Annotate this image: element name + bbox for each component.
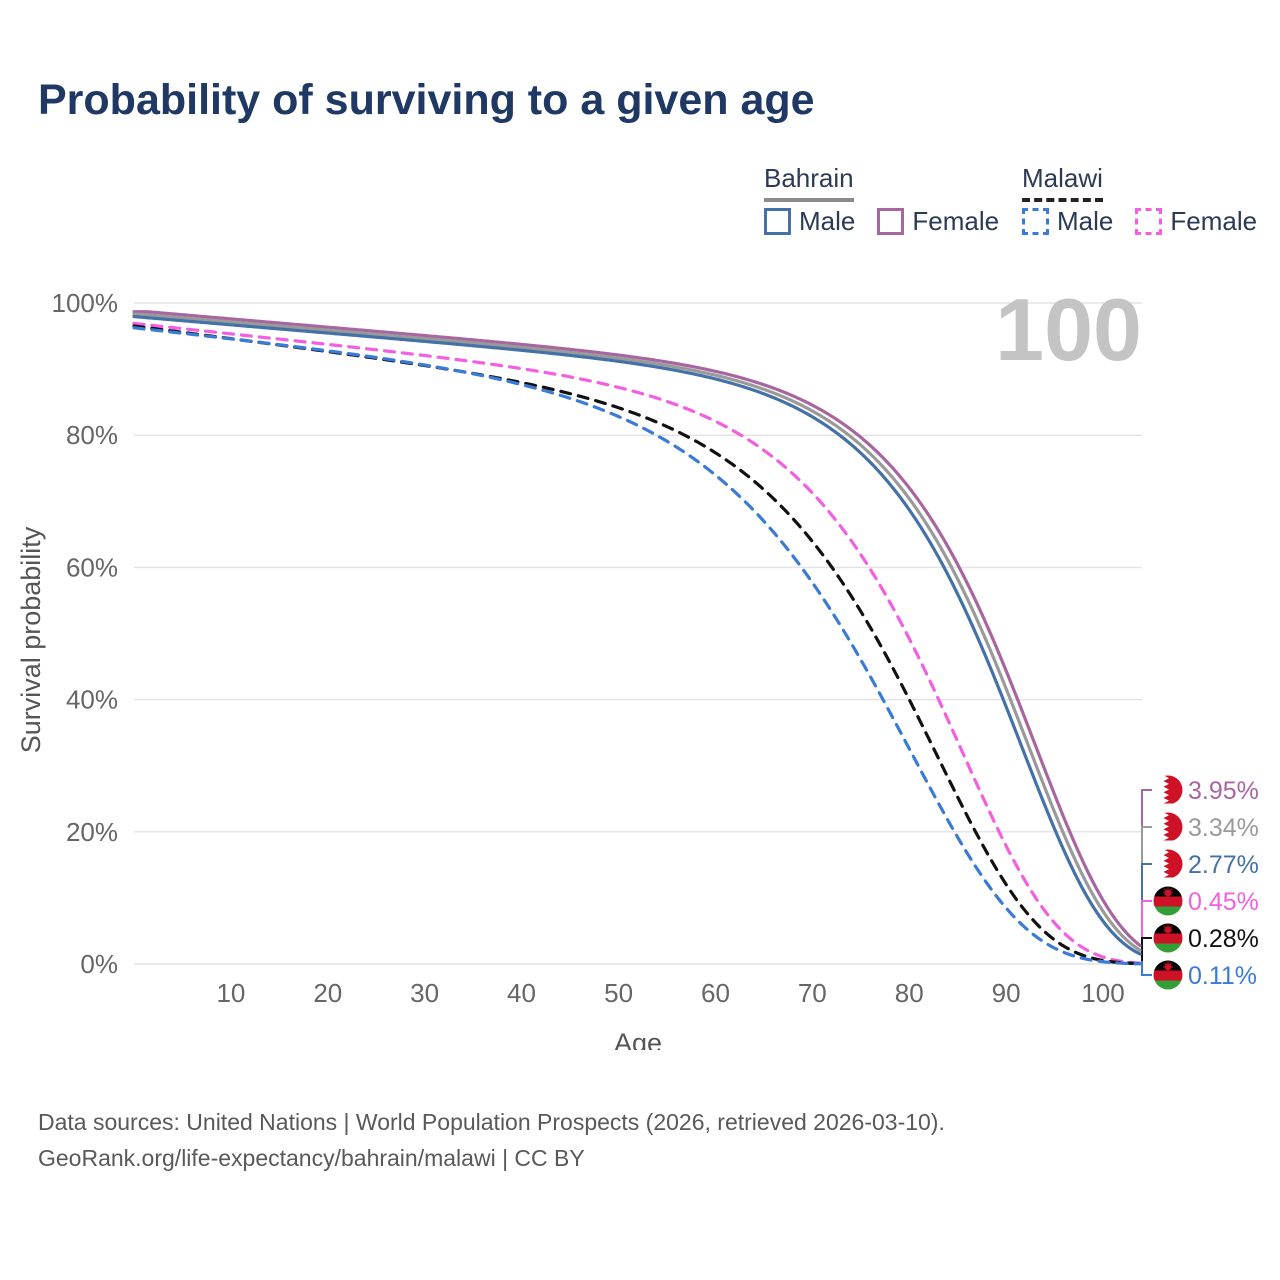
svg-text:Survival probability: Survival probability [16, 526, 46, 753]
svg-text:80%: 80% [66, 420, 118, 450]
svg-text:40: 40 [507, 978, 536, 1008]
svg-text:10: 10 [216, 978, 245, 1008]
svg-text:Age: Age [614, 1028, 662, 1050]
svg-text:0.28%: 0.28% [1188, 925, 1259, 953]
svg-text:0.11%: 0.11% [1188, 962, 1257, 990]
svg-text:70: 70 [798, 978, 827, 1008]
svg-text:40%: 40% [66, 685, 118, 715]
svg-text:3.34%: 3.34% [1188, 814, 1259, 842]
svg-text:50: 50 [604, 978, 633, 1008]
svg-text:60%: 60% [66, 552, 118, 582]
svg-text:100: 100 [995, 280, 1142, 379]
svg-text:2.77%: 2.77% [1188, 851, 1259, 879]
svg-text:90: 90 [992, 978, 1021, 1008]
svg-text:3.95%: 3.95% [1188, 777, 1259, 805]
svg-text:100: 100 [1081, 978, 1124, 1008]
svg-text:0.45%: 0.45% [1188, 888, 1259, 916]
svg-text:30: 30 [410, 978, 439, 1008]
svg-text:60: 60 [701, 978, 730, 1008]
svg-text:0%: 0% [80, 949, 118, 979]
svg-text:80: 80 [895, 978, 924, 1008]
svg-text:100%: 100% [52, 288, 119, 318]
svg-text:20: 20 [313, 978, 342, 1008]
svg-text:20%: 20% [66, 817, 118, 847]
